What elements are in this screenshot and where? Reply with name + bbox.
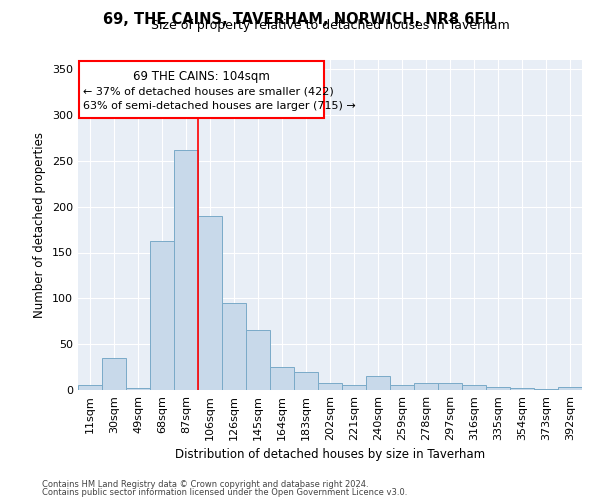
- Bar: [342, 386, 366, 390]
- Bar: [79, 61, 324, 118]
- Bar: [534, 389, 558, 390]
- Bar: [246, 330, 270, 390]
- Text: Contains HM Land Registry data © Crown copyright and database right 2024.: Contains HM Land Registry data © Crown c…: [42, 480, 368, 489]
- Bar: [558, 387, 582, 390]
- Title: Size of property relative to detached houses in Taverham: Size of property relative to detached ho…: [151, 20, 509, 32]
- Text: 69 THE CAINS: 104sqm: 69 THE CAINS: 104sqm: [133, 70, 270, 83]
- Bar: [318, 382, 342, 390]
- Bar: [150, 240, 174, 390]
- Text: 69, THE CAINS, TAVERHAM, NORWICH, NR8 6FU: 69, THE CAINS, TAVERHAM, NORWICH, NR8 6F…: [103, 12, 497, 28]
- Bar: [510, 388, 534, 390]
- Text: 63% of semi-detached houses are larger (715) →: 63% of semi-detached houses are larger (…: [83, 101, 356, 112]
- Bar: [390, 386, 414, 390]
- Bar: [462, 386, 486, 390]
- Bar: [438, 382, 462, 390]
- Bar: [102, 358, 126, 390]
- Y-axis label: Number of detached properties: Number of detached properties: [34, 132, 46, 318]
- Bar: [222, 303, 246, 390]
- Text: Contains public sector information licensed under the Open Government Licence v3: Contains public sector information licen…: [42, 488, 407, 497]
- Bar: [486, 387, 510, 390]
- Bar: [294, 372, 318, 390]
- Text: ← 37% of detached houses are smaller (422): ← 37% of detached houses are smaller (42…: [83, 86, 334, 97]
- Bar: [270, 367, 294, 390]
- Bar: [366, 376, 390, 390]
- Bar: [174, 150, 198, 390]
- Bar: [198, 216, 222, 390]
- Bar: [414, 382, 438, 390]
- X-axis label: Distribution of detached houses by size in Taverham: Distribution of detached houses by size …: [175, 448, 485, 462]
- Bar: [126, 388, 150, 390]
- Bar: [78, 386, 102, 390]
